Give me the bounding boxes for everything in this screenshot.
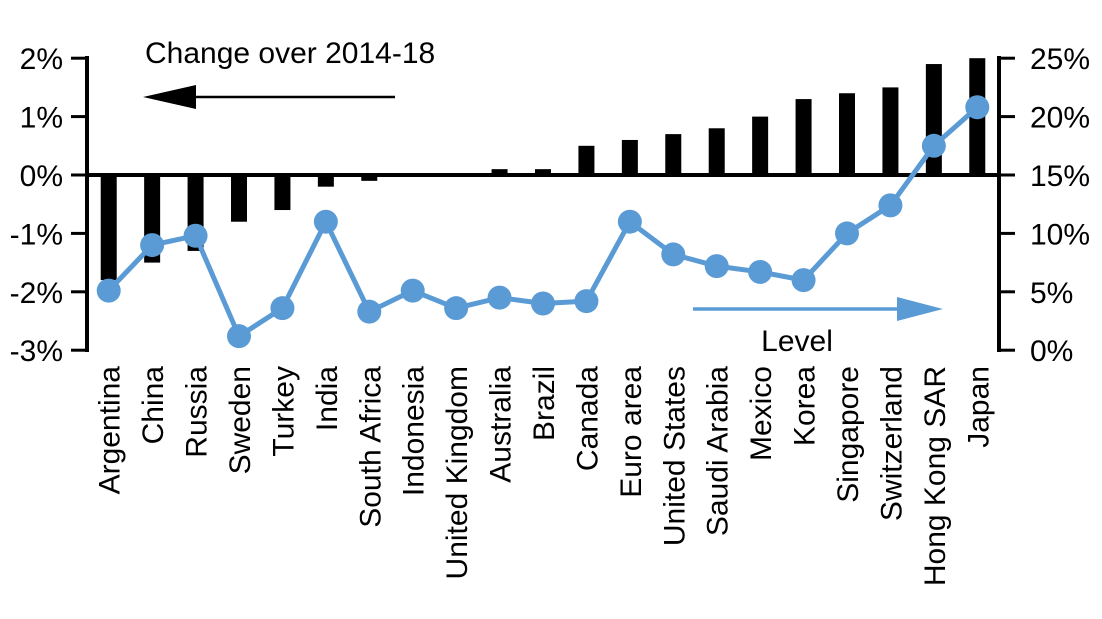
category-label-brazil: Brazil (528, 366, 561, 441)
point-mexico (748, 259, 773, 284)
bar-hong-kong-sar (925, 64, 942, 175)
left-axis-tick-label: -1% (10, 218, 63, 251)
bar-korea (795, 99, 812, 175)
bar-canada (578, 145, 595, 175)
category-label-argentina: Argentina (94, 366, 127, 495)
right-axis-tick-label: 10% (1030, 218, 1090, 251)
category-label-turkey: Turkey (267, 366, 300, 457)
category-label-united-states: United States (658, 366, 691, 546)
left-axis-tick-label: 0% (20, 160, 63, 193)
line-series-title: Level (761, 325, 833, 358)
bar-south-africa (361, 175, 378, 181)
category-label-united-kingdom: United Kingdom (441, 366, 474, 579)
point-turkey (270, 296, 295, 321)
left-axis-tick-label: -2% (10, 277, 63, 310)
bar-series-title: Change over 2014-18 (145, 37, 435, 70)
point-south-africa (357, 299, 382, 324)
category-label-indonesia: Indonesia (398, 366, 431, 496)
right-axis-tick-label: 25% (1030, 43, 1090, 76)
point-sweden (227, 324, 251, 349)
point-argentina (96, 278, 121, 303)
change-arrow-icon (143, 85, 395, 109)
bar-euro-area (621, 139, 638, 175)
right-axis-tick-label: 20% (1030, 102, 1090, 135)
bar-brazil (535, 169, 551, 175)
category-label-korea: Korea (789, 366, 822, 446)
bar-turkey (274, 175, 291, 211)
point-china (140, 233, 165, 258)
bar-united-states (665, 134, 682, 175)
point-hong-kong-sar (921, 133, 946, 158)
category-label-russia: Russia (181, 366, 214, 458)
bar-series (100, 58, 986, 281)
category-axis-labels: Argentina China Russia Sweden Turkey India Sou… (94, 366, 996, 586)
category-label-saudi-arabia: Saudi Arabia (702, 366, 735, 536)
point-switzerland (878, 193, 903, 218)
category-label-india: India (311, 366, 344, 431)
point-india (313, 209, 338, 234)
category-label-south-africa: South Africa (354, 366, 387, 528)
category-label-hong-kong-sar: Hong Kong SAR (919, 366, 952, 586)
point-saudi-arabia (704, 254, 729, 279)
category-label-china: China (137, 366, 170, 445)
category-label-australia: Australia (485, 366, 518, 483)
bar-argentina (100, 175, 117, 281)
point-united-states (661, 242, 686, 267)
category-label-sweden: Sweden (224, 366, 257, 474)
bar-mexico (752, 116, 769, 175)
right-axis-tick-label: 15% (1030, 160, 1090, 193)
category-label-mexico: Mexico (745, 366, 778, 461)
point-canada (574, 289, 599, 314)
category-label-canada: Canada (571, 366, 604, 471)
point-brazil (531, 291, 555, 316)
category-label-switzerland: Switzerland (875, 366, 908, 521)
point-indonesia (400, 278, 425, 303)
bar-saudi-arabia (708, 128, 725, 175)
category-label-japan: Japan (962, 366, 995, 448)
point-russia (183, 223, 208, 248)
category-label-singapore: Singapore (832, 366, 865, 503)
line-series (96, 95, 990, 349)
right-axis-tick-label: 5% (1030, 277, 1073, 310)
bar-singapore (839, 93, 855, 175)
bar-sweden (231, 175, 247, 222)
bar-switzerland (882, 87, 899, 175)
left-axis-tick-label: 2% (20, 43, 63, 76)
left-axis-tick-label: 1% (20, 102, 63, 135)
point-euro-area (617, 209, 642, 234)
point-japan (965, 95, 990, 120)
point-united-kingdom (444, 296, 469, 321)
category-label-euro-area: Euro area (615, 366, 648, 498)
bar-australia (491, 169, 508, 175)
point-australia (487, 285, 512, 310)
left-axis-tick-label: -3% (10, 335, 63, 368)
level-arrow-icon (693, 297, 943, 321)
point-korea (791, 268, 816, 293)
point-singapore (835, 221, 859, 246)
bar-india (317, 175, 334, 187)
right-axis-tick-label: 0% (1030, 335, 1073, 368)
